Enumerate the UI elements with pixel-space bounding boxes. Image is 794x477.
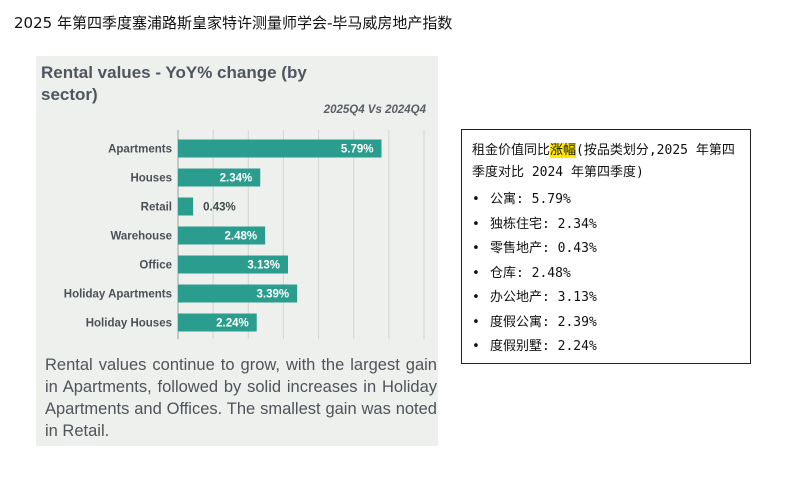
data-label: 0.43%	[203, 202, 236, 214]
list-item: • 公寓: 5.79%	[472, 188, 742, 213]
bullet-icon: •	[472, 265, 480, 281]
chart-subtitle: 2025Q4 Vs 2024Q4	[323, 104, 426, 116]
list-item: • 度假别墅: 2.24%	[472, 335, 742, 360]
bar	[178, 313, 257, 332]
bar	[178, 226, 266, 245]
category-label: Houses	[130, 173, 172, 185]
bullet-icon: •	[472, 290, 480, 305]
bar	[178, 197, 194, 216]
bullet-icon: •	[472, 314, 480, 330]
bar	[178, 284, 298, 303]
list-item-text: 公寓: 5.79%	[490, 192, 571, 207]
summary-heading-before: 租金价值同比	[472, 143, 551, 158]
chart-title: Rental values - YoY% change (by sector)	[41, 63, 307, 104]
chart-panel: Rental values - YoY% change (by sector) …	[36, 56, 438, 446]
list-item-text: 度假公寓: 2.39%	[490, 314, 597, 330]
summary-list: • 公寓: 5.79% • 独栋住宅: 2.34% • 零售地产: 0.43% • 仓库…	[472, 188, 742, 360]
list-item-text: 仓库: 2.48%	[490, 265, 571, 281]
category-label: Holiday Apartments	[64, 289, 172, 301]
bar	[178, 139, 382, 158]
summary-heading-highlight: 涨幅	[550, 143, 577, 158]
bullet-icon: •	[472, 241, 480, 256]
category-label: Apartments	[108, 144, 172, 156]
bullet-icon: •	[472, 192, 480, 207]
list-item: • 零售地产: 0.43%	[472, 237, 742, 262]
page-title: 2025 年第四季度塞浦路斯皇家特许测量师学会-毕马威房地产指数	[14, 14, 453, 32]
category-label: Holiday Houses	[86, 318, 172, 330]
category-label: Warehouse	[110, 231, 172, 243]
chart-caption: Rental values continue to grow, with the…	[45, 356, 437, 440]
summary-heading-after: (按品类划分,2025 年第四季度对比 2024 年第四季度)	[472, 143, 735, 180]
summary-heading: 租金价值同比涨幅(按品类划分,2025 年第四季度对比 2024 年第四季度)	[472, 140, 742, 184]
list-item-text: 度假别墅: 2.24%	[490, 339, 597, 354]
bullet-icon: •	[472, 216, 480, 232]
data-label: 3.39%	[257, 289, 290, 301]
list-item: • 办公地产: 3.13%	[472, 286, 742, 311]
data-label: 2.48%	[225, 231, 258, 243]
category-label: Office	[139, 260, 172, 272]
data-label: 5.79%	[341, 144, 374, 156]
bar	[178, 168, 261, 187]
bullet-icon: •	[472, 339, 480, 354]
data-label: 2.34%	[220, 173, 253, 185]
list-item: • 仓库: 2.48%	[472, 262, 742, 287]
summary-box: 租金价值同比涨幅(按品类划分,2025 年第四季度对比 2024 年第四季度) …	[461, 129, 751, 364]
data-label: 3.13%	[247, 260, 280, 272]
bar-chart: Apartments 5.79% Houses 2.34% Retail 0.43% War…	[64, 130, 425, 339]
data-label: 2.24%	[216, 318, 249, 330]
list-item-text: 独栋住宅: 2.34%	[490, 216, 597, 232]
list-item-text: 零售地产: 0.43%	[490, 241, 597, 256]
list-item-text: 办公地产: 3.13%	[490, 290, 597, 305]
list-item: • 度假公寓: 2.39%	[472, 311, 742, 336]
list-item: • 独栋住宅: 2.34%	[472, 213, 742, 238]
category-label: Retail	[141, 202, 172, 214]
bar	[178, 255, 288, 274]
